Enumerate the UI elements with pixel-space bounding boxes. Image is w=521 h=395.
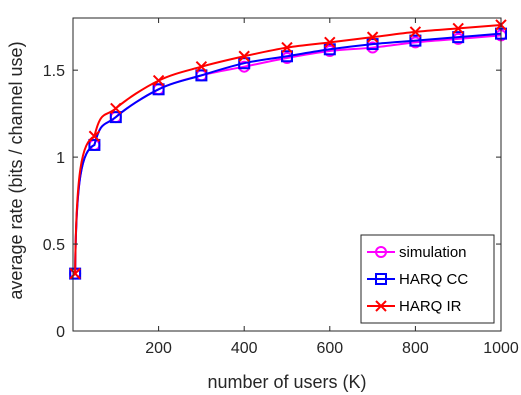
legend: simulation HARQ CC HARQ IR — [360, 234, 495, 324]
point-harq-ir-3-b — [152, 74, 165, 87]
y-tick-label: 0.5 — [43, 237, 65, 254]
axes-box — [72, 17, 502, 332]
x-tick-label: 1000 — [483, 340, 519, 357]
point-harq-cc-2 — [109, 111, 122, 124]
y-tick-label: 1 — [56, 150, 65, 167]
point-harq-ir-4-b — [195, 60, 208, 73]
point-harq-ir-6 — [281, 41, 293, 54]
series-line-harq-cc — [74, 32, 502, 274]
legend-item-simulation: simulation — [367, 244, 467, 261]
point-harq-cc-4 — [195, 69, 208, 82]
point-harq-ir-3 — [152, 74, 165, 87]
y-tick-label: 1.5 — [43, 63, 65, 80]
point-harq-ir-5 — [238, 50, 250, 62]
x-tick-label: 200 — [145, 340, 172, 357]
point-harq-ir-0-b — [69, 267, 81, 280]
legend-label-simulation: simulation — [399, 244, 467, 261]
point-harq-cc-6 — [281, 50, 293, 63]
point-harq-ir-1 — [88, 130, 101, 142]
legend-marker-harq-ir-b — [375, 300, 387, 312]
point-harq-cc-1 — [88, 138, 101, 151]
point-harq-ir-0 — [69, 267, 81, 280]
point-harq-ir-6-b — [281, 41, 293, 54]
point-harq-ir-8-b — [366, 31, 379, 43]
legend-label-harq-ir: HARQ IR — [399, 298, 462, 315]
point-harq-cc-10 — [452, 31, 465, 44]
legend-item-harq-cc: HARQ CC — [367, 271, 468, 288]
point-harq-ir-9 — [409, 26, 422, 38]
point-harq-ir-2-b — [110, 102, 122, 115]
legend-marker-harq-cc — [375, 273, 387, 285]
point-harq-ir-9-b — [409, 26, 422, 38]
point-harq-ir-4 — [195, 60, 208, 73]
point-harq-ir-8 — [366, 31, 379, 43]
point-harq-ir-10-b — [452, 22, 464, 35]
legend-label-harq-cc: HARQ CC — [399, 271, 468, 288]
legend-item-harq-ir: HARQ IR — [367, 298, 462, 315]
x-tick-label: 600 — [316, 340, 343, 357]
y-axis-label: average rate (bits / channel use) — [6, 41, 26, 299]
axes-layer: 200 400 600 800 1000 0 0.5 1 1.5 — [43, 17, 519, 357]
point-harq-ir-7 — [324, 36, 336, 49]
legend-marker-simulation — [375, 246, 387, 258]
point-harq-ir-5-b — [238, 50, 250, 62]
point-harq-cc-8 — [366, 38, 379, 51]
point-harq-cc-5 — [238, 57, 251, 70]
x-axis-label: number of users (K) — [207, 372, 366, 392]
point-harq-cc-9 — [409, 34, 422, 47]
point-harq-ir-1-b — [88, 130, 101, 142]
point-harq-ir-2 — [110, 102, 122, 115]
point-harq-ir-7-b — [324, 36, 336, 49]
point-harq-cc-3 — [152, 83, 165, 96]
point-harq-ir-10 — [452, 22, 464, 35]
series-harq-ir — [69, 19, 507, 280]
x-tick-label: 800 — [402, 340, 429, 357]
series-harq-cc — [69, 27, 507, 280]
point-harq-cc-7 — [323, 43, 336, 56]
y-tick-label: 0 — [56, 324, 65, 341]
x-tick-label: 400 — [231, 340, 258, 357]
legend-marker-harq-ir — [375, 300, 387, 312]
